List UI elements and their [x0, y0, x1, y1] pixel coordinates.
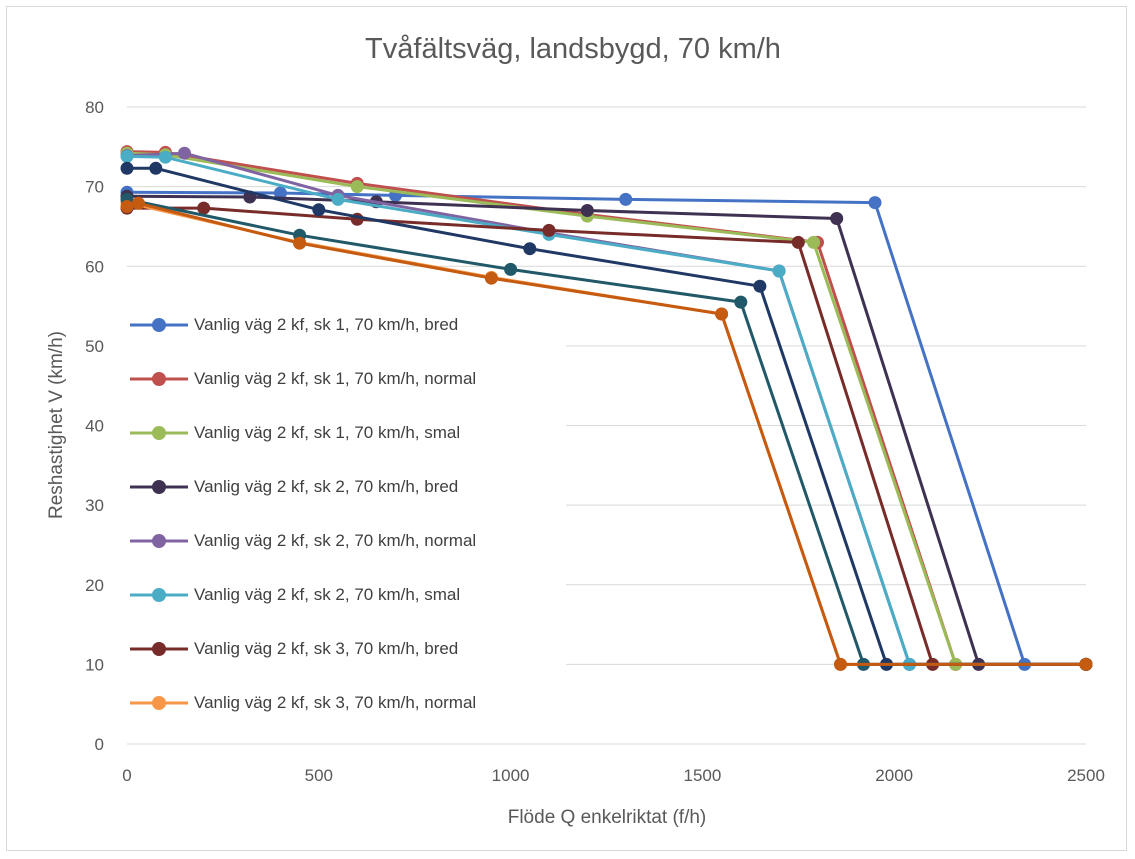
legend-label: Vanlig väg 2 kf, sk 2, 70 km/h, normal	[194, 531, 477, 550]
legend-label: Vanlig väg 2 kf, sk 1, 70 km/h, smal	[194, 423, 461, 442]
data-point	[120, 161, 134, 175]
data-point	[830, 212, 844, 225]
legend-swatch	[130, 426, 188, 440]
data-point	[350, 180, 364, 194]
data-point	[753, 279, 767, 293]
data-point	[293, 236, 307, 250]
y-tick-label: 50	[85, 337, 104, 356]
legend-label: Vanlig väg 2 kf, sk 1, 70 km/h, normal	[194, 369, 477, 388]
data-point	[132, 196, 145, 210]
y-tick-label: 60	[85, 257, 104, 276]
legend-item: Vanlig väg 2 kf, sk 2, 70 km/h, normal	[126, 526, 566, 556]
y-tick-label: 10	[85, 655, 104, 674]
chart-title: Tvåfältsväg, landsbygd, 70 km/h	[365, 33, 781, 65]
legend-swatch	[130, 534, 188, 548]
legend-label: Vanlig väg 2 kf, sk 1, 70 km/h, bred	[194, 315, 459, 334]
legend-item: Vanlig väg 2 kf, sk 1, 70 km/h, bred	[126, 310, 566, 340]
data-point	[791, 235, 805, 249]
data-point	[734, 295, 748, 309]
legend-item: Vanlig väg 2 kf, sk 2, 70 km/h, bred	[126, 472, 566, 502]
legend-item: Vanlig väg 2 kf, sk 1, 70 km/h, smal	[126, 418, 566, 448]
axis-ticks: 0 10 20 30 40 50 60 70 80 0 500 1000 1500 2000 2500	[85, 98, 1105, 785]
data-point	[158, 150, 172, 164]
legend-label: Vanlig väg 2 kf, sk 2, 70 km/h, smal	[194, 585, 461, 604]
y-tick-label: 30	[85, 496, 104, 515]
data-point	[178, 146, 191, 160]
legend-item: Vanlig väg 2 kf, sk 3, 70 km/h, normal	[126, 688, 566, 718]
data-point	[619, 192, 633, 206]
data-point	[120, 200, 134, 213]
legend-label: Vanlig väg 2 kf, sk 3, 70 km/h, normal	[194, 693, 477, 712]
data-point	[331, 192, 345, 206]
y-tick-label: 70	[85, 178, 104, 197]
data-point	[1079, 657, 1093, 671]
x-tick-label: 1500	[683, 766, 721, 785]
data-point	[834, 657, 847, 671]
x-tick-label: 0	[122, 766, 131, 785]
x-axis-label: Flöde Q enkelriktat (f/h)	[508, 807, 707, 828]
x-tick-label: 1000	[492, 766, 530, 785]
data-point	[504, 262, 518, 276]
data-point	[772, 264, 786, 278]
legend-label: Vanlig väg 2 kf, sk 3, 70 km/h, bred	[194, 639, 459, 658]
data-point	[542, 223, 556, 237]
data-point	[149, 161, 163, 175]
legend-swatch	[130, 642, 188, 656]
legend-item: Vanlig väg 2 kf, sk 3, 70 km/h, bred	[126, 634, 566, 664]
y-tick-label: 20	[85, 576, 104, 595]
legend-label: Vanlig väg 2 kf, sk 2, 70 km/h, bred	[194, 477, 459, 496]
legend-item: Vanlig väg 2 kf, sk 1, 70 km/h, normal	[126, 364, 566, 394]
y-tick-label: 80	[85, 98, 104, 117]
data-point	[197, 201, 211, 215]
series-layer	[120, 145, 1093, 671]
data-point	[807, 235, 821, 249]
x-tick-label: 2500	[1067, 766, 1105, 785]
data-point	[523, 242, 537, 256]
x-tick-label: 2000	[875, 766, 913, 785]
x-tick-label: 500	[305, 766, 333, 785]
legend-swatch	[130, 318, 188, 332]
y-axis-label: Reshastighet V (km/h)	[46, 331, 67, 519]
data-point	[868, 196, 882, 210]
data-point	[715, 307, 729, 321]
y-tick-label: 0	[95, 735, 104, 754]
data-point	[312, 203, 326, 217]
legend-swatch	[130, 588, 188, 602]
data-point	[120, 149, 134, 163]
y-tick-label: 40	[85, 417, 104, 436]
data-point	[273, 186, 287, 200]
series-11	[120, 196, 1093, 671]
data-point	[484, 271, 498, 285]
chart-legend: Vanlig väg 2 kf, sk 1, 70 km/h, bred Vanl…	[126, 304, 566, 740]
data-point	[580, 204, 594, 217]
legend-swatch	[130, 696, 188, 710]
legend-swatch	[130, 480, 188, 494]
legend-item: Vanlig väg 2 kf, sk 2, 70 km/h, smal	[126, 580, 566, 610]
legend-swatch	[130, 372, 188, 386]
